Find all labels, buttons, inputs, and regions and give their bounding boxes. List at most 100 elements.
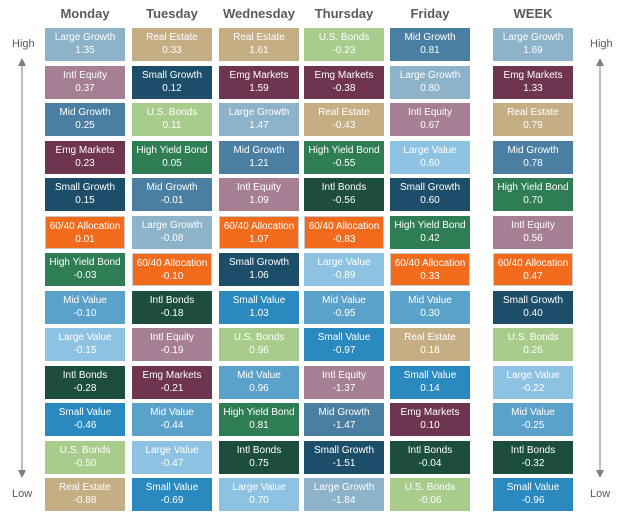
- asset-return-value: -0.44: [160, 420, 184, 431]
- asset-name: Intl Bonds: [149, 294, 195, 306]
- asset-name: Intl Bonds: [407, 444, 453, 456]
- asset-return-value: 0.01: [75, 233, 95, 245]
- asset-name: Large Value: [145, 444, 199, 456]
- asset-cell: Mid Value 0.30: [390, 290, 470, 324]
- asset-return-value: 1.33: [523, 82, 543, 94]
- asset-return-value: 0.40: [523, 307, 543, 319]
- asset-cell: Small Value -0.69: [132, 478, 212, 511]
- asset-return-value: -0.38: [332, 82, 356, 94]
- asset-name: Intl Bonds: [62, 369, 108, 381]
- asset-cell: Mid Value 0.96: [219, 365, 299, 399]
- asset-name: U.S. Bonds: [507, 332, 559, 343]
- asset-cell: Intl Bonds 0.75: [219, 440, 299, 474]
- asset-cell: Large Growth 1.35: [45, 28, 125, 61]
- asset-return-value: -1.37: [332, 382, 356, 394]
- asset-return-value: 0.70: [523, 195, 543, 206]
- asset-cell: Small Growth 0.15: [45, 178, 125, 211]
- asset-return-value: -0.83: [332, 233, 356, 245]
- asset-name: Intl Equity: [237, 182, 281, 193]
- asset-return-value: -0.55: [332, 157, 356, 169]
- asset-cell: 60/40 Allocation 1.07: [219, 215, 299, 249]
- asset-name: 60/40 Allocation: [49, 220, 121, 232]
- column-header-friday: Friday: [410, 6, 450, 21]
- asset-cell: Mid Growth -0.01: [132, 178, 212, 211]
- asset-cell: Large Value 0.70: [219, 478, 299, 511]
- asset-return-value: 0.56: [523, 232, 543, 244]
- asset-name: 60/40 Allocation: [308, 220, 380, 232]
- asset-cell: Small Growth 1.06: [219, 253, 299, 286]
- asset-cell: Real Estate 0.79: [493, 103, 573, 136]
- asset-return-value: -0.69: [160, 495, 184, 506]
- asset-return-value: -0.03: [73, 270, 97, 281]
- asset-return-value: -0.96: [521, 495, 545, 506]
- asset-name: Mid Value: [408, 294, 452, 306]
- asset-name: Mid Growth: [233, 144, 285, 156]
- asset-cell: Small Growth -1.51: [304, 440, 384, 474]
- asset-name: U.S. Bonds: [233, 332, 285, 343]
- asset-return-value: -1.47: [332, 420, 356, 431]
- asset-cell: Mid Value -0.44: [132, 403, 212, 436]
- asset-return-value: 0.33: [420, 271, 440, 282]
- asset-name: Mid Value: [237, 369, 281, 381]
- asset-return-value: -0.56: [332, 195, 356, 206]
- asset-cell: Intl Equity 0.37: [45, 65, 125, 99]
- asset-return-value: -0.01: [160, 195, 184, 206]
- asset-cell: Large Growth -0.08: [132, 215, 212, 249]
- asset-name: Real Estate: [507, 107, 559, 118]
- column-header-week: WEEK: [513, 6, 553, 21]
- asset-cell: High Yield Bond 0.81: [219, 403, 299, 436]
- asset-return-value: 0.11: [162, 120, 182, 131]
- asset-cell: Mid Growth 0.25: [45, 103, 125, 136]
- asset-return-value: -1.84: [332, 495, 356, 506]
- asset-cell: Large Value 0.60: [390, 140, 470, 174]
- asset-name: Intl Equity: [150, 332, 194, 343]
- asset-return-value: -0.32: [521, 457, 545, 469]
- asset-name: Mid Value: [63, 294, 107, 306]
- asset-cell: High Yield Bond -0.55: [304, 140, 384, 174]
- asset-name: Small Value: [506, 482, 560, 493]
- asset-cell: Large Value -0.47: [132, 440, 212, 474]
- asset-return-value: -0.21: [160, 382, 184, 394]
- asset-name: U.S. Bonds: [146, 107, 198, 118]
- asset-cell: Mid Growth -1.47: [304, 403, 384, 436]
- asset-name: Mid Value: [511, 407, 555, 418]
- asset-return-value: 1.59: [249, 82, 269, 94]
- asset-return-value: -0.10: [73, 307, 97, 319]
- asset-return-value: 0.14: [420, 382, 440, 394]
- asset-cell: Emg Markets 0.23: [45, 140, 125, 174]
- asset-name: Mid Value: [322, 294, 366, 306]
- asset-name: Mid Growth: [146, 182, 198, 193]
- asset-cell: U.S. Bonds 0.11: [132, 103, 212, 136]
- asset-cell: U.S. Bonds -0.23: [304, 28, 384, 61]
- asset-cell: U.S. Bonds -0.50: [45, 440, 125, 474]
- asset-name: Large Growth: [313, 482, 375, 493]
- asset-cell: Emg Markets -0.38: [304, 65, 384, 99]
- asset-name: High Yield Bond: [136, 144, 208, 156]
- asset-cell: Small Value 1.03: [219, 290, 299, 324]
- asset-cell: Intl Bonds -0.56: [304, 178, 384, 211]
- asset-cell: Intl Bonds -0.04: [390, 440, 470, 474]
- column-header-tuesday: Tuesday: [146, 6, 198, 21]
- asset-name: High Yield Bond: [308, 144, 380, 156]
- asset-return-value: 0.47: [523, 271, 543, 282]
- asset-cell: Large Growth 1.69: [493, 28, 573, 61]
- asset-name: 60/40 Allocation: [394, 258, 466, 269]
- asset-name: U.S. Bonds: [404, 482, 456, 493]
- asset-cell: Emg Markets 1.33: [493, 65, 573, 99]
- asset-cell: Small Value 0.14: [390, 365, 470, 399]
- asset-cell: Intl Equity -1.37: [304, 365, 384, 399]
- asset-name: Real Estate: [233, 32, 285, 43]
- asset-cell: Mid Value -0.25: [493, 403, 573, 436]
- asset-return-value: 0.10: [420, 420, 440, 431]
- asset-name: Small Value: [58, 407, 112, 418]
- asset-cell: Intl Bonds -0.18: [132, 290, 212, 324]
- asset-return-value: -0.28: [73, 382, 97, 394]
- asset-cell: Mid Growth 0.81: [390, 28, 470, 61]
- asset-return-value: 0.70: [249, 495, 269, 506]
- asset-cell: Intl Bonds -0.28: [45, 365, 125, 399]
- asset-return-value: 1.06: [249, 270, 269, 281]
- asset-name: U.S. Bonds: [59, 444, 111, 456]
- asset-cell: Mid Value -0.95: [304, 290, 384, 324]
- asset-name: Emg Markets: [142, 369, 202, 381]
- asset-cell: Emg Markets 0.10: [390, 403, 470, 436]
